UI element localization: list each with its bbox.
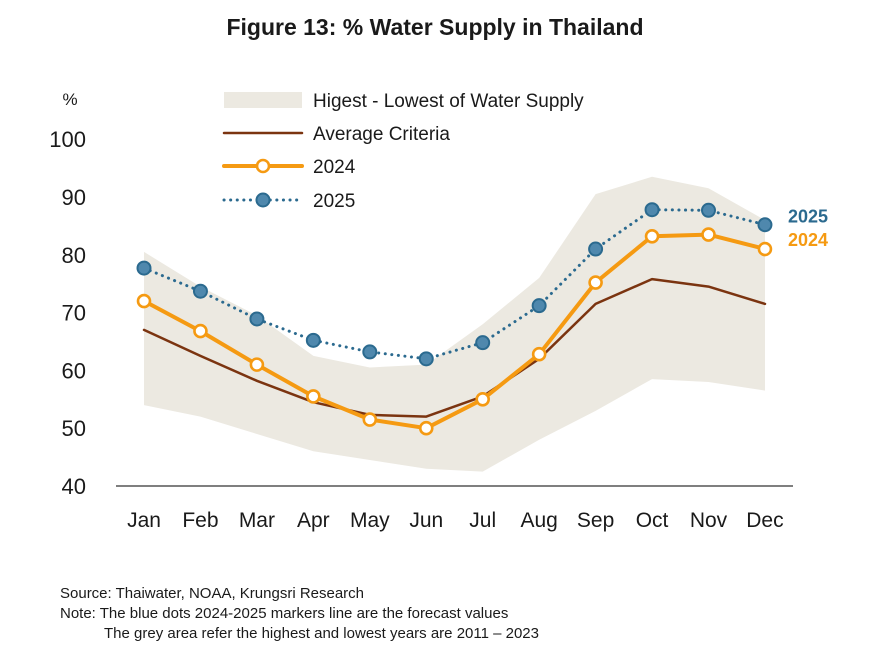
point-2024 (644, 229, 660, 244)
point-2024 (418, 420, 434, 436)
legend-marker (255, 192, 271, 208)
source-note: Source: Thaiwater, NOAA, Krungsri Resear… (60, 585, 365, 602)
x-tick-label: Nov (690, 509, 728, 532)
point-2024 (757, 241, 773, 257)
y-axis-unit: % (62, 90, 77, 109)
point-2025 (588, 241, 604, 257)
point-2024 (136, 293, 152, 309)
point-2025 (418, 351, 434, 367)
legend-label: 2024 (313, 157, 356, 178)
end-label-2024: 2024 (788, 230, 828, 250)
legend-label: Average Criteria (313, 124, 450, 145)
point-2025 (192, 283, 208, 299)
legend-marker (255, 158, 271, 174)
x-tick-label: Oct (636, 509, 669, 532)
x-tick-label: Aug (520, 509, 557, 532)
note-line-1: Note: The blue dots 2024-2025 markers li… (60, 605, 509, 622)
point-2025 (249, 311, 265, 327)
point-2024 (362, 412, 378, 427)
point-2025 (305, 332, 321, 348)
y-tick-label: 60 (62, 358, 86, 383)
point-2025 (362, 344, 378, 360)
legend-swatch-band (224, 92, 302, 108)
y-tick-label: 90 (62, 185, 86, 210)
legend-label: Higest - Lowest of Water Supply (313, 91, 584, 112)
point-2024 (531, 346, 547, 362)
point-2025 (757, 217, 773, 233)
line-chart: 40 50 60 70 80 90 100% Jan Feb Mar Apr May Jun Jul Aug… (49, 90, 828, 532)
y-tick-label: 80 (62, 243, 86, 268)
y-tick-label: 70 (62, 301, 86, 326)
series-line-average-criteria (142, 277, 767, 418)
x-tick-label: May (350, 509, 390, 532)
y-tick-label: 100 (49, 127, 86, 152)
y-tick-label: 40 (62, 474, 86, 499)
point-2024 (306, 389, 321, 404)
end-label-2025: 2025 (788, 207, 828, 227)
chart-title: Figure 13: % Water Supply in Thailand (226, 14, 644, 40)
point-2024 (475, 391, 491, 407)
series-line-2024 (142, 232, 767, 431)
series-line-2025 (142, 208, 767, 361)
point-2025 (475, 335, 491, 351)
x-tick-label: Sep (577, 509, 614, 532)
point-2025 (531, 298, 547, 314)
point-2025 (136, 260, 152, 276)
x-tick-label: Jan (127, 509, 161, 532)
x-tick-label: Mar (239, 509, 275, 532)
legend-label: 2025 (313, 191, 355, 212)
y-tick-label: 50 (62, 416, 86, 441)
point-2024 (588, 275, 603, 290)
x-tick-label: Apr (297, 509, 330, 532)
x-tick-label: Feb (182, 509, 218, 532)
x-tick-label: Dec (746, 509, 783, 532)
point-2025 (701, 202, 716, 218)
range-band (144, 176, 765, 472)
x-tick-label: Jul (469, 509, 496, 532)
point-2025 (644, 202, 660, 218)
x-tick-label: Jun (409, 509, 443, 532)
point-2024 (193, 323, 208, 339)
note-line-2: The grey area refer the highest and lowe… (104, 625, 539, 642)
footnotes: Source: Thaiwater, NOAA, Krungsri Resear… (60, 584, 539, 644)
point-2024 (249, 357, 265, 372)
point-2024 (701, 227, 716, 242)
